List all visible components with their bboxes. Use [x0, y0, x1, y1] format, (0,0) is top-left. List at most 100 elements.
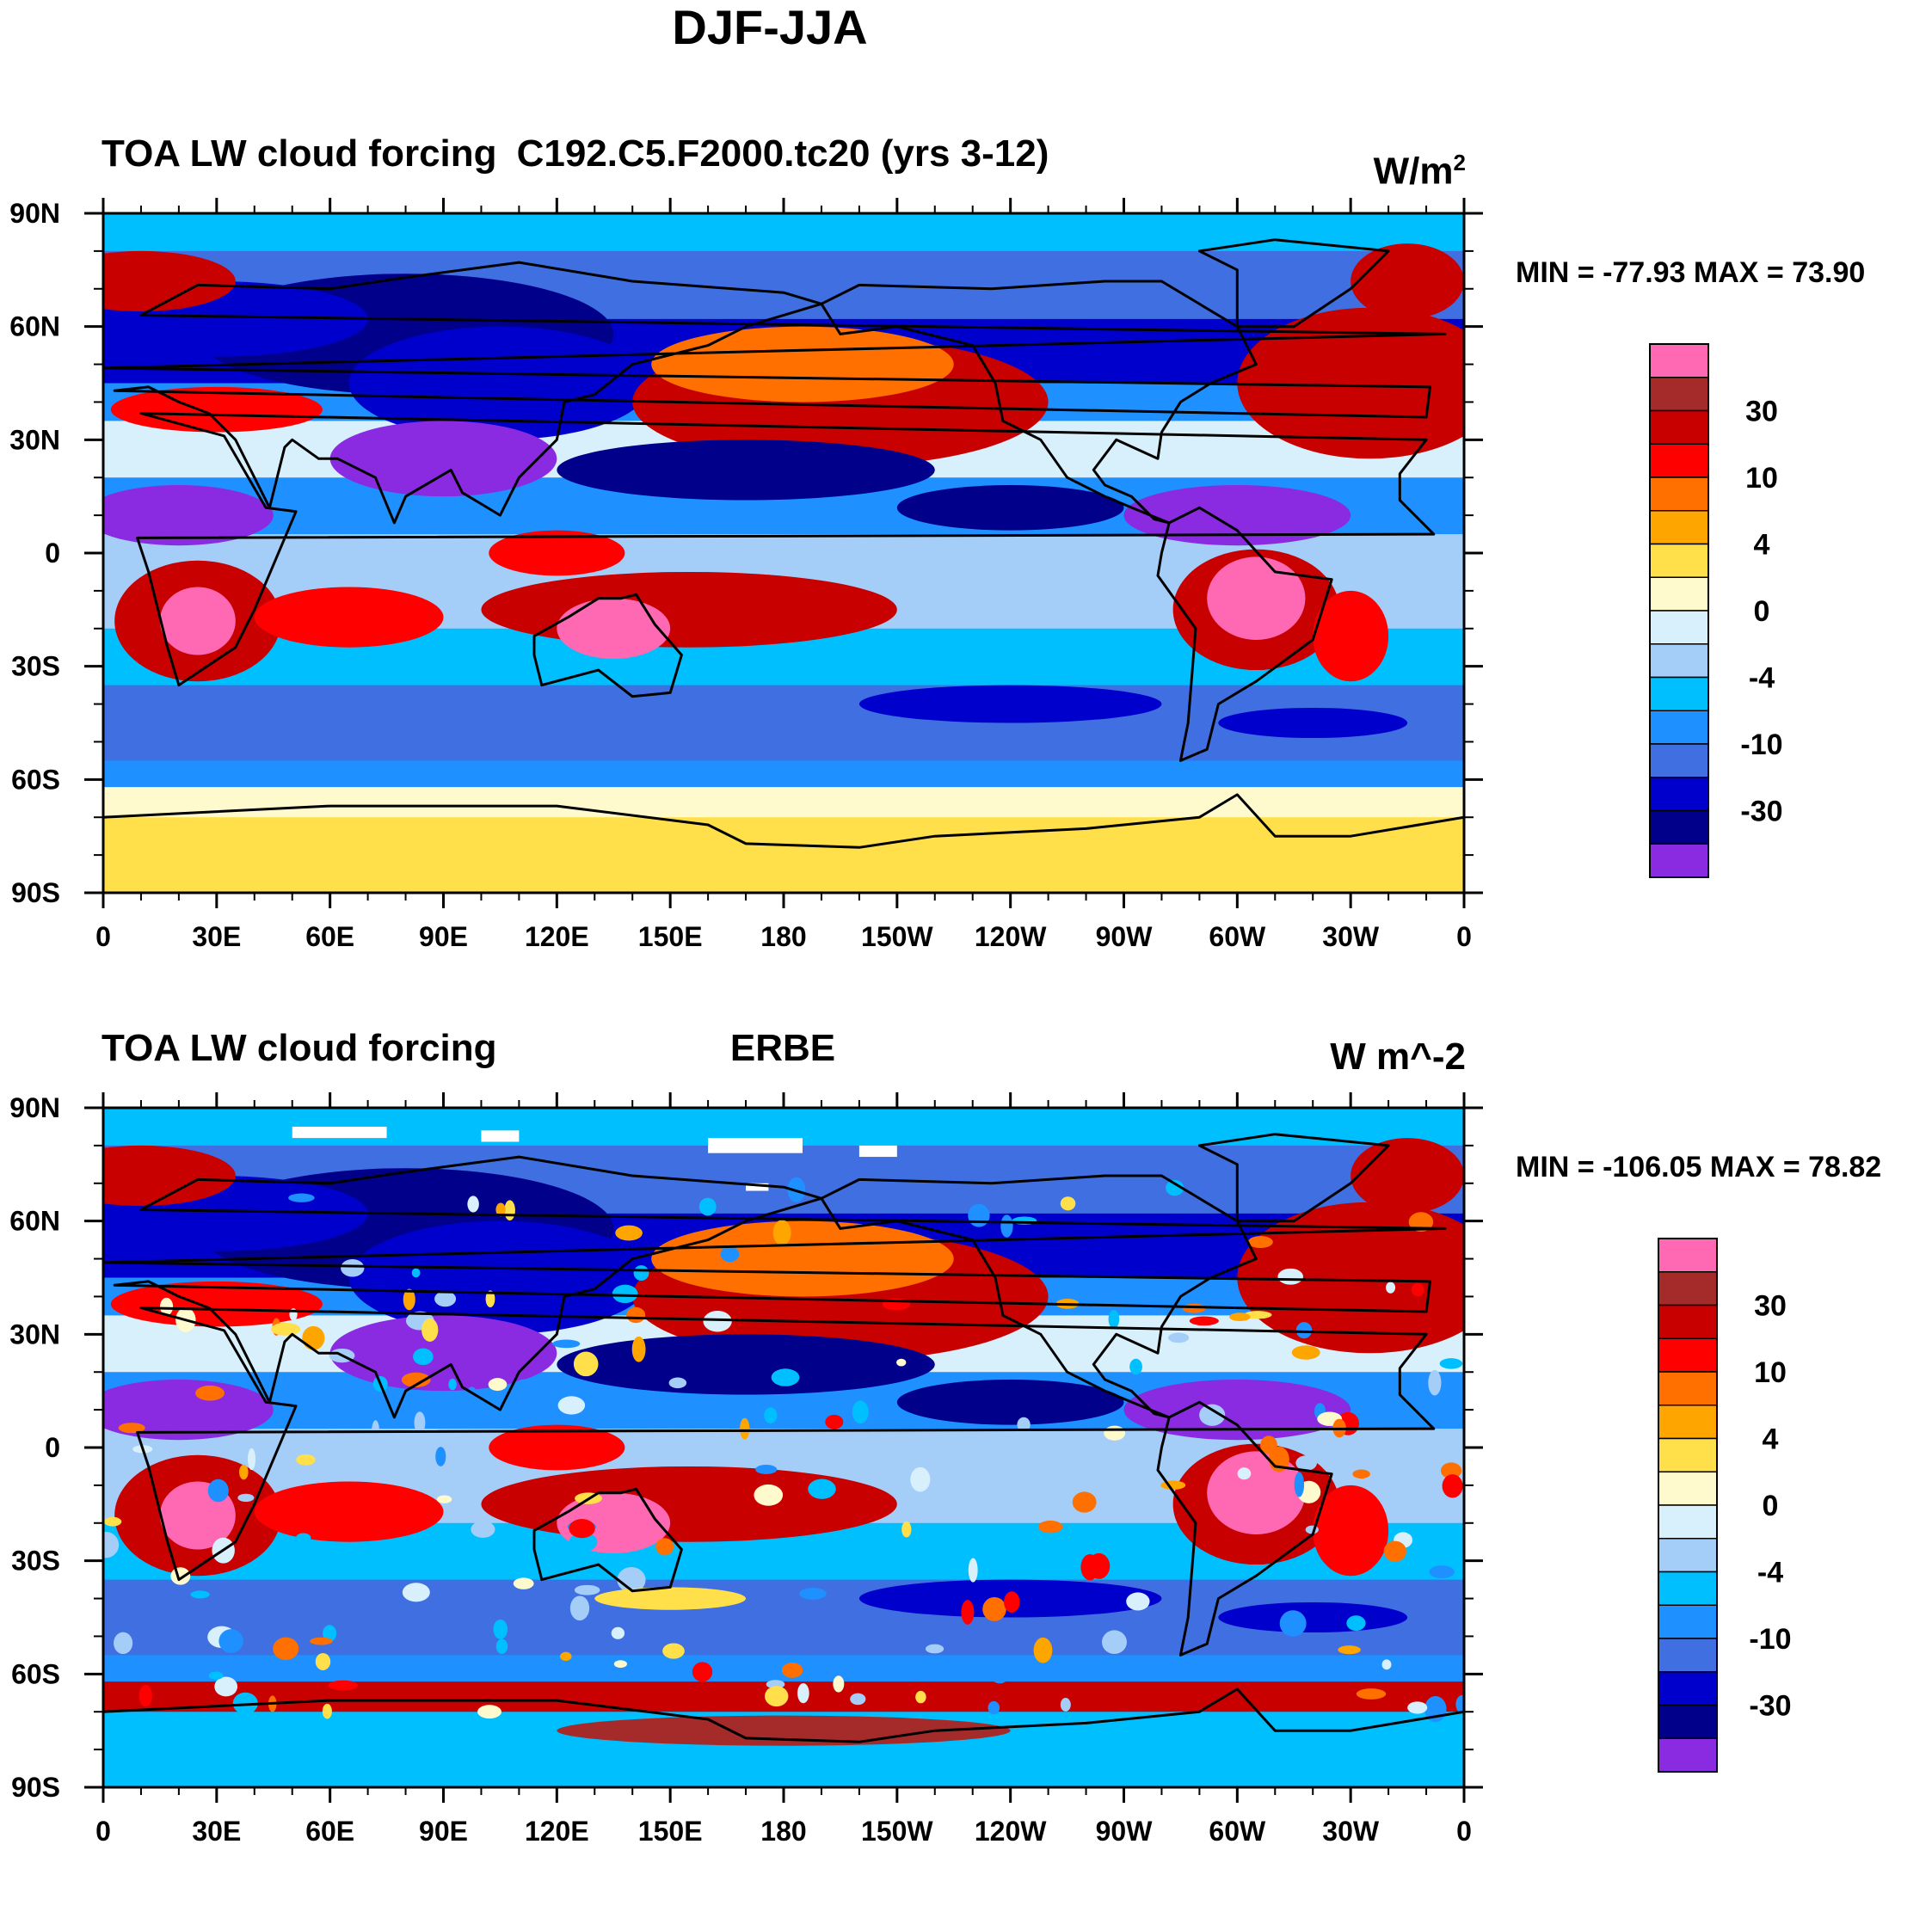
field-speckle — [310, 1637, 333, 1645]
field-speckle — [1189, 1316, 1219, 1326]
field-speckle — [195, 1385, 225, 1401]
field-speckle — [1291, 1345, 1320, 1360]
field-speckle — [560, 1651, 572, 1662]
colorbar-swatch — [1658, 1704, 1718, 1739]
field-speckle — [772, 1220, 791, 1246]
field-speckle — [961, 1600, 975, 1625]
coastline — [136, 1306, 1436, 1582]
colorbar-swatch — [1658, 1337, 1718, 1373]
field-speckle — [799, 1588, 827, 1600]
coastline — [1197, 1133, 1390, 1223]
field-blob — [481, 571, 897, 648]
x-tick-label: 0 — [1456, 921, 1472, 952]
x-tick-label: 90W — [1096, 921, 1154, 952]
field-blob — [1237, 1202, 1464, 1354]
colorbar-swatch — [1658, 1638, 1718, 1673]
field-speckle — [852, 1400, 869, 1424]
field-speckle — [662, 1643, 685, 1659]
field-speckle — [1167, 1332, 1190, 1343]
field-speckle — [323, 1625, 337, 1642]
field-speckle — [401, 1372, 431, 1387]
colorbar-frame — [1649, 343, 1709, 878]
colorbar-label: -30 — [1749, 1690, 1791, 1723]
coastline — [532, 1487, 683, 1593]
field-speckle — [1108, 1310, 1120, 1329]
x-tick-label: 120W — [975, 921, 1047, 952]
colorbar-label: 4 — [1754, 529, 1770, 562]
colorbar-swatch — [1658, 1437, 1718, 1472]
field-speckle — [1440, 1462, 1462, 1479]
colorbar-swatch — [1649, 377, 1709, 412]
map-panel-model: TOA LW cloud forcing C192.C5.F2000.tc20 … — [0, 129, 1932, 1024]
field-speckle — [968, 1558, 978, 1583]
panel-units: W m^-2 — [1330, 1036, 1466, 1078]
field-blob — [1313, 1485, 1389, 1577]
missing-data — [858, 1145, 897, 1158]
x-tick-label: 0 — [95, 921, 111, 952]
coastline — [1156, 1400, 1333, 1657]
field-speckle — [901, 1521, 912, 1538]
field-blob — [1237, 307, 1464, 459]
field-speckle — [557, 1396, 586, 1415]
field-speckle — [698, 1197, 717, 1216]
field-speckle — [315, 1653, 331, 1670]
field-band — [103, 817, 1464, 893]
colorbar-frame — [1658, 1238, 1718, 1773]
field-speckle — [467, 1196, 479, 1213]
field-speckle — [435, 1447, 446, 1466]
field-blob — [489, 1424, 625, 1471]
colorbar-label: -4 — [1749, 662, 1775, 695]
colorbar: 30 10 4 0 -4 -10 -30 — [1649, 343, 1783, 878]
colorbar-swatch — [1649, 409, 1709, 445]
field-speckle — [1439, 1358, 1463, 1369]
field-blob — [103, 250, 236, 312]
field-speckle — [267, 1288, 280, 1297]
x-tick-label: 120W — [975, 1816, 1047, 1847]
colorbar-label: 4 — [1763, 1423, 1779, 1456]
field-speckle — [569, 1518, 595, 1539]
field-speckle — [1033, 1637, 1053, 1663]
colorbar-swatch — [1649, 743, 1709, 778]
y-tick-label: 30S — [11, 651, 60, 682]
field-speckle — [414, 1411, 426, 1434]
field-speckle — [1002, 1555, 1033, 1571]
field-blob — [1207, 1451, 1306, 1534]
field-speckle — [1381, 1659, 1392, 1670]
colorbar-swatch — [1649, 643, 1709, 679]
field-band — [103, 760, 1464, 789]
x-tick-label: 120E — [525, 1816, 589, 1847]
field-speckle — [1101, 1630, 1127, 1655]
field-speckle — [1429, 1565, 1455, 1579]
field-speckle — [1080, 1553, 1099, 1581]
x-tick-label: 150W — [861, 921, 933, 952]
field-speckle — [514, 1379, 536, 1394]
field-speckle — [1060, 1698, 1071, 1712]
colorbar-swatch — [1658, 1671, 1718, 1706]
field-speckle — [273, 1637, 299, 1661]
field-speckle — [1295, 1455, 1318, 1471]
map-svg: 0 30E 60E 90E 120E 150E 180 150W 120W 90W 60W 30W 0 9… — [9, 1092, 1792, 1847]
field-speckle — [1160, 1480, 1186, 1491]
x-tick-label: 30E — [192, 1816, 241, 1847]
field-speckle — [1229, 1312, 1251, 1321]
field-speckle — [1037, 1520, 1063, 1534]
field-speckle — [1279, 1610, 1307, 1637]
field-speckle — [611, 1626, 625, 1639]
field-blob — [896, 1380, 1124, 1425]
field-speckle — [1104, 1425, 1126, 1441]
field-speckle — [160, 1297, 174, 1316]
field-speckle — [270, 1322, 301, 1336]
field-speckle — [207, 1478, 229, 1503]
field-blob — [594, 1587, 747, 1610]
field-speckle — [1277, 1268, 1303, 1285]
colorbar-label: -10 — [1740, 728, 1782, 761]
field-speckle — [1247, 1236, 1273, 1248]
colorbar-swatch — [1649, 809, 1709, 845]
field-speckle — [850, 1693, 866, 1706]
field-speckle — [114, 1632, 133, 1655]
field-speckle — [1129, 1358, 1142, 1375]
field-speckle — [1237, 1467, 1252, 1480]
y-tick-label: 30N — [9, 424, 60, 455]
field-speckle — [633, 1265, 649, 1282]
map-panel-erbe: TOA LW cloud forcing ERBE W m^-2 MIN = -… — [0, 1024, 1932, 1918]
